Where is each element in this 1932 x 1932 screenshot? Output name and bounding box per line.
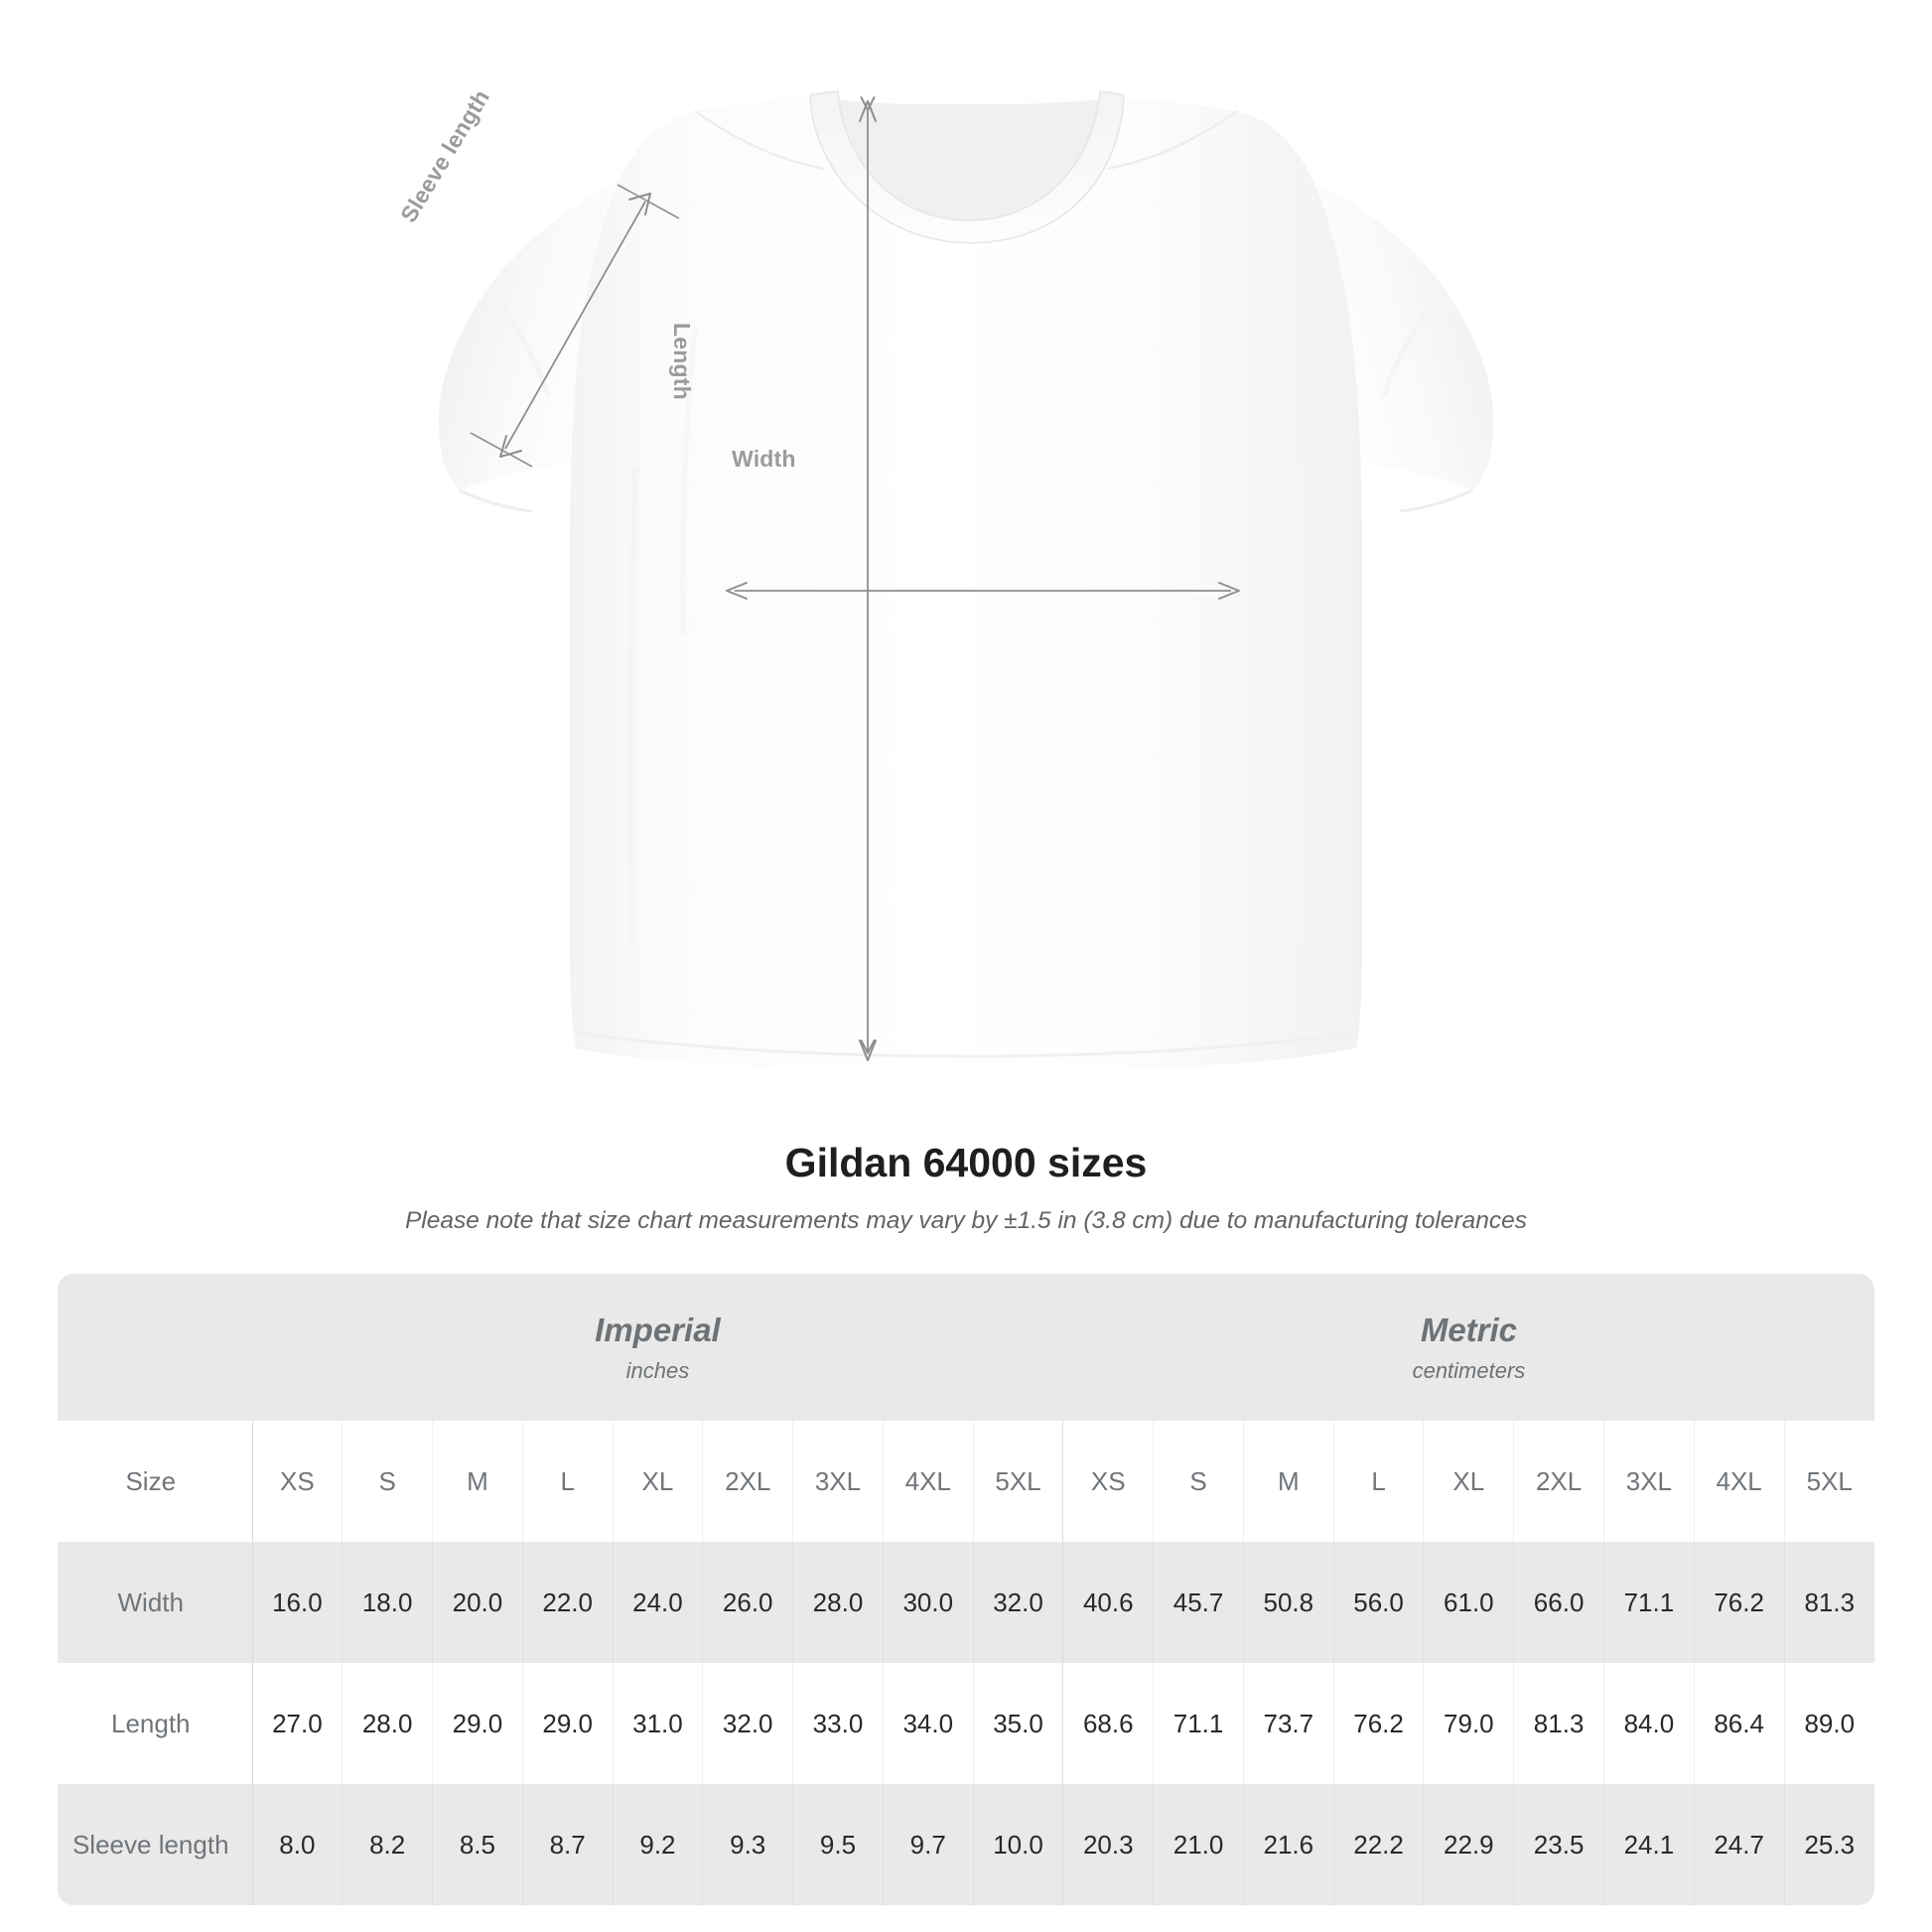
size-column-header: S: [1153, 1421, 1244, 1542]
sleeve-measure-line: [504, 201, 646, 450]
size-column-header: XL: [612, 1421, 703, 1542]
size-column-header: 3XL: [1602, 1421, 1695, 1542]
shirt-body: [570, 98, 1362, 1067]
table-cell: 28.0: [792, 1542, 884, 1663]
unit-group-unit: inches: [625, 1357, 690, 1383]
table-cell: 24.0: [612, 1542, 703, 1663]
table-cell: 25.3: [1783, 1784, 1874, 1905]
table-cell: 8.0: [251, 1784, 343, 1905]
table-cell: 16.0: [251, 1542, 343, 1663]
table-cell: 8.2: [342, 1784, 433, 1905]
tolerance-note: Please note that size chart measurements…: [404, 1207, 1528, 1234]
table-cell: 24.7: [1693, 1784, 1785, 1905]
table-cell: 29.0: [432, 1663, 523, 1784]
size-column-header: M: [432, 1421, 523, 1542]
table-cell: 40.6: [1062, 1542, 1154, 1663]
table-row: Width 16.0 18.0 20.0 22.0 24.0 26.0 28.0 30.0 32.…: [58, 1542, 1874, 1663]
row-label-width: Width: [58, 1542, 252, 1663]
table-row: Sleeve length 8.0 8.2 8.5 8.7 9.2 9.3 9.5 9.7 10.…: [58, 1784, 1874, 1905]
table-cell: 8.5: [432, 1784, 523, 1905]
row-label-size: Size: [58, 1421, 252, 1542]
page-title: Gildan 64000 sizes: [784, 1140, 1148, 1185]
size-column-header: XS: [1062, 1421, 1154, 1542]
table-cell: 45.7: [1153, 1542, 1244, 1663]
table-cell: 9.2: [612, 1784, 703, 1905]
table-cell: 35.0: [972, 1663, 1063, 1784]
length-label: Length: [669, 323, 695, 400]
table-cell: 81.3: [1783, 1542, 1874, 1663]
table-row-size-header: Size XS S M L XL 2XL 3XL 4XL 5XL XS S M L XL 2XL 3XL 4XL 5…: [58, 1421, 1874, 1542]
size-column-header: 2XL: [1513, 1421, 1604, 1542]
size-column-header: M: [1242, 1421, 1334, 1542]
size-column-header: L: [1332, 1421, 1424, 1542]
table-cell: 24.1: [1602, 1784, 1695, 1905]
table-cell: 31.0: [612, 1663, 703, 1784]
table-cell: 89.0: [1783, 1663, 1874, 1784]
size-column-header: 3XL: [792, 1421, 884, 1542]
size-column-header: 5XL: [972, 1421, 1063, 1542]
table-cell: 76.2: [1693, 1542, 1785, 1663]
size-table-container: Imperial inches Metric centimeters Size XS S M L…: [58, 1274, 1874, 1905]
table-cell: 22.9: [1423, 1784, 1514, 1905]
table-cell: 34.0: [882, 1663, 974, 1784]
table-cell: 28.0: [342, 1663, 433, 1784]
table-cell: 66.0: [1513, 1542, 1604, 1663]
size-column-header: S: [342, 1421, 433, 1542]
size-column-header: L: [521, 1421, 614, 1542]
tshirt-illustration: [438, 90, 1494, 1067]
width-label: Width: [732, 446, 796, 472]
table-cell: 76.2: [1332, 1663, 1424, 1784]
table-cell: 84.0: [1602, 1663, 1695, 1784]
size-column-header: XL: [1423, 1421, 1514, 1542]
size-table: Imperial inches Metric centimeters Size XS S M L…: [58, 1274, 1874, 1905]
table-cell: 20.0: [432, 1542, 523, 1663]
table-cell: 9.3: [702, 1784, 793, 1905]
table-cell: 73.7: [1242, 1663, 1334, 1784]
table-cell: 22.0: [521, 1542, 614, 1663]
unit-group-name: Metric: [1420, 1311, 1518, 1348]
table-cell: 68.6: [1062, 1663, 1154, 1784]
table-cell: 61.0: [1423, 1542, 1514, 1663]
table-cell: 29.0: [521, 1663, 614, 1784]
table-cell: 32.0: [702, 1663, 793, 1784]
unit-group-metric: Metric centimeters: [1062, 1274, 1874, 1421]
unit-group-name: Imperial: [595, 1311, 721, 1348]
tshirt-diagram: Sleeve length Length Width: [395, 85, 1494, 1067]
size-column-header: 4XL: [882, 1421, 974, 1542]
unit-group-imperial: Imperial inches: [252, 1274, 1063, 1421]
size-column-header: 5XL: [1783, 1421, 1874, 1542]
table-cell: 23.5: [1513, 1784, 1604, 1905]
table-cell: 33.0: [792, 1663, 884, 1784]
unit-row-spacer: [58, 1274, 252, 1421]
table-cell: 30.0: [882, 1542, 974, 1663]
table-cell: 56.0: [1332, 1542, 1424, 1663]
table-cell: 10.0: [972, 1784, 1063, 1905]
table-cell: 20.3: [1062, 1784, 1154, 1905]
table-cell: 21.6: [1242, 1784, 1334, 1905]
table-cell: 27.0: [251, 1663, 343, 1784]
unit-group-row: Imperial inches Metric centimeters: [58, 1274, 1874, 1421]
table-cell: 86.4: [1693, 1663, 1785, 1784]
unit-group-unit: centimeters: [1412, 1357, 1526, 1383]
table-cell: 21.0: [1153, 1784, 1244, 1905]
table-cell: 9.5: [792, 1784, 884, 1905]
table-cell: 9.7: [882, 1784, 974, 1905]
row-label-sleeve-length: Sleeve length: [58, 1784, 252, 1905]
table-row: Length 27.0 28.0 29.0 29.0 31.0 32.0 33.0 34.0 35…: [58, 1663, 1874, 1784]
table-cell: 22.2: [1332, 1784, 1424, 1905]
table-cell: 8.7: [521, 1784, 614, 1905]
table-cell: 50.8: [1242, 1542, 1334, 1663]
row-label-length: Length: [58, 1663, 252, 1784]
size-column-header: 2XL: [702, 1421, 793, 1542]
table-cell: 71.1: [1602, 1542, 1695, 1663]
table-cell: 81.3: [1513, 1663, 1604, 1784]
table-cell: 18.0: [342, 1542, 433, 1663]
table-cell: 71.1: [1153, 1663, 1244, 1784]
table-cell: 32.0: [972, 1542, 1063, 1663]
table-cell: 26.0: [702, 1542, 793, 1663]
table-cell: 79.0: [1423, 1663, 1514, 1784]
size-column-header: 4XL: [1693, 1421, 1785, 1542]
size-column-header: XS: [251, 1421, 343, 1542]
